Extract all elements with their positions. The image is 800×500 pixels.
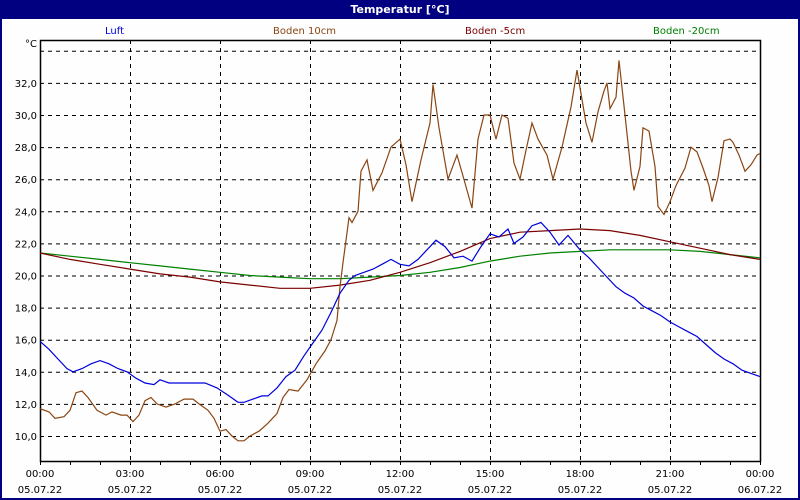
series-boden-20cm [39,249,761,280]
y-tick-label: 18,0 [15,304,37,315]
x-tick-date: 05.07.22 [648,485,693,496]
y-tick-label: 16,0 [15,336,37,347]
x-tick-time: 09:00 [296,469,325,480]
series-boden-5cm [39,228,761,289]
legend-item-boden-10cm: Boden 10cm [273,26,336,37]
y-tick-label: 10,0 [15,432,37,443]
x-tick-date: 05.07.22 [378,485,423,496]
legend-item-luft: Luft [105,26,124,37]
plot-area: 10,0 12,0 14,0 16,0 18,0 20,0 22,0 24,0 26,0 28,0… [15,39,783,496]
series-luft [39,221,761,403]
legend-item-boden-5cm: Boden -5cm [465,26,526,37]
x-tick-date: 05.07.22 [198,485,243,496]
x-tick-time: 21:00 [656,469,685,480]
x-tick-time: 00:00 [746,469,775,480]
x-tick-date: 06.07.22 [738,485,783,496]
y-tick-label: 20,0 [15,272,37,283]
y-tick-label: 24,0 [15,207,37,218]
x-tick-time: 12:00 [386,469,415,480]
chart-panel: Luft Boden 10cm Boden -5cm Boden -20cm 10,0… [2,19,798,498]
y-tick-label: 30,0 [15,111,37,122]
y-tick-label: 26,0 [15,175,37,186]
legend-item-boden-20cm: Boden -20cm [653,26,720,37]
y-tick-label: 14,0 [15,368,37,379]
y-tick-label: 22,0 [15,239,37,250]
y-tick-label: 28,0 [15,143,37,154]
series-boden-10cm [39,60,761,442]
y-tick-label: 12,0 [15,400,37,411]
x-tick-date: 05.07.22 [18,485,63,496]
y-tick-label: 32,0 [15,79,37,90]
x-tick-date: 05.07.22 [468,485,513,496]
x-tick-time: 15:00 [476,469,505,480]
x-tick-date: 05.07.22 [288,485,333,496]
x-tick-time: 00:00 [26,469,55,480]
chart-title: Temperatur [°C] [350,3,450,16]
x-tick-time: 03:00 [116,469,145,480]
x-tick-date: 05.07.22 [108,485,153,496]
x-tick-time: 06:00 [206,469,235,480]
x-tick-date: 05.07.22 [558,485,603,496]
y-axis-unit: °C [25,39,37,50]
x-tick-time: 18:00 [566,469,595,480]
